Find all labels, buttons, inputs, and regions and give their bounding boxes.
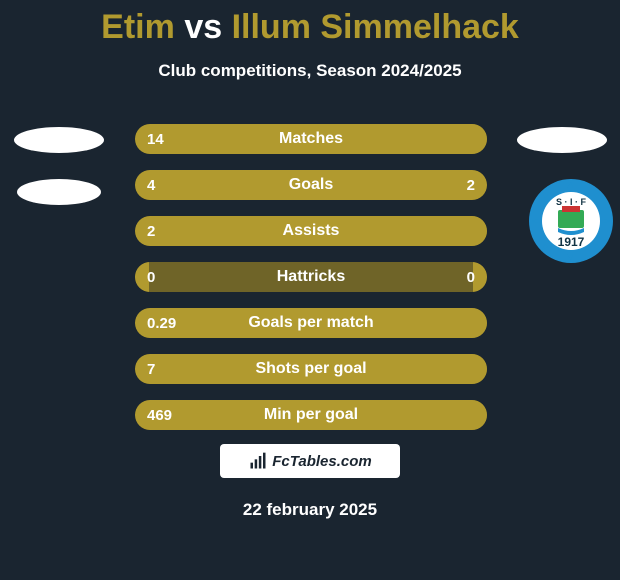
stat-value-left: 14 [147, 124, 164, 154]
placeholder-shape [17, 179, 101, 205]
club-badge: S · I · F 1917 [528, 178, 614, 264]
stat-row: Assists2 [135, 216, 487, 246]
stat-value-left: 469 [147, 400, 172, 430]
page-title: Etim vs Illum Simmelhack [0, 0, 620, 47]
bar-fill-left [135, 308, 487, 338]
bar-fill-left [135, 124, 487, 154]
stat-value-left: 4 [147, 170, 155, 200]
stat-value-left: 0.29 [147, 308, 176, 338]
bar-fill-left [135, 216, 487, 246]
badge-year: 1917 [558, 235, 585, 249]
stat-row: Goals per match0.29 [135, 308, 487, 338]
stat-label: Hattricks [135, 262, 487, 292]
subtitle: Club competitions, Season 2024/2025 [0, 61, 620, 81]
stat-value-left: 2 [147, 216, 155, 246]
footer-date: 22 february 2025 [0, 500, 620, 520]
footer-brand: FcTables.com [220, 444, 400, 478]
stat-row: Matches14 [135, 124, 487, 154]
bar-fill-left [135, 354, 487, 384]
title-vs: vs [184, 8, 222, 46]
chart-icon [248, 451, 268, 471]
title-player2: Illum Simmelhack [232, 8, 519, 46]
avatar-player1 [6, 105, 111, 210]
bar-fill-left [135, 400, 487, 430]
stats-bars: Matches14Goals42Assists2Hattricks00Goals… [135, 124, 487, 446]
title-player1: Etim [101, 8, 175, 46]
stat-value-right: 2 [467, 170, 475, 200]
bar-fill-right [473, 262, 487, 292]
stat-value-left: 7 [147, 354, 155, 384]
bar-fill-left [135, 170, 371, 200]
stat-value-left: 0 [147, 262, 155, 292]
footer-brand-text: FcTables.com [272, 453, 371, 470]
placeholder-shape [517, 127, 607, 153]
stat-value-right: 0 [467, 262, 475, 292]
placeholder-shape [14, 127, 104, 153]
stat-row: Goals42 [135, 170, 487, 200]
stat-row: Min per goal469 [135, 400, 487, 430]
stat-row: Shots per goal7 [135, 354, 487, 384]
stat-row: Hattricks0 0 [135, 262, 487, 292]
badge-top-text: S · I · F [556, 197, 586, 207]
